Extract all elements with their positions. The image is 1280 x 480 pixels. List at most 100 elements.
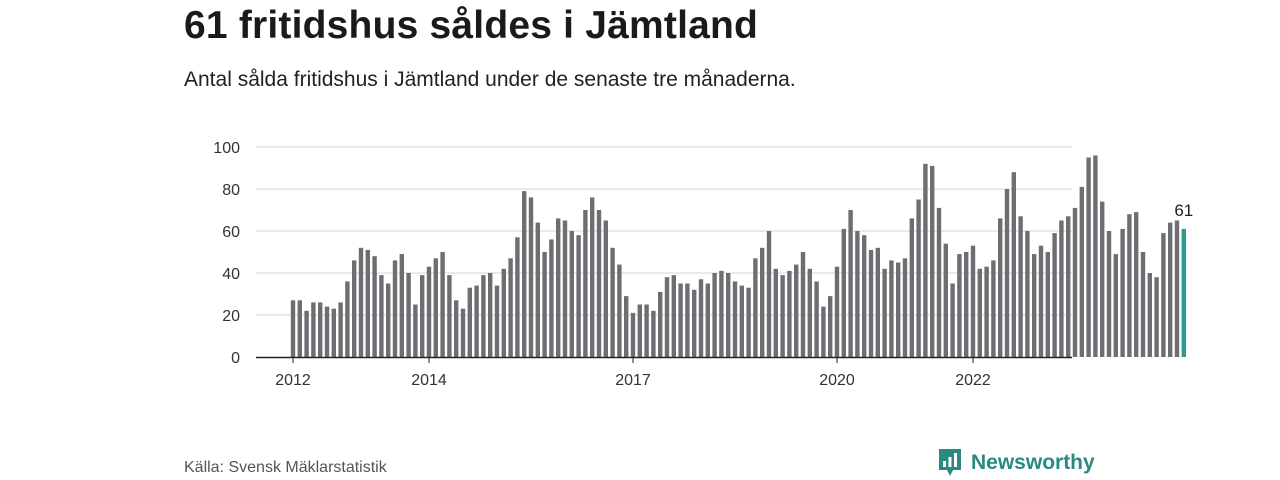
bar (617, 264, 622, 357)
bar (814, 281, 819, 357)
bar (392, 260, 398, 357)
bar (855, 231, 860, 357)
bar (678, 283, 683, 357)
bar (766, 231, 772, 357)
bar (964, 252, 969, 357)
bar (848, 210, 853, 357)
bar (488, 273, 493, 357)
bar (1127, 214, 1132, 357)
bar (1004, 189, 1010, 357)
bar (379, 275, 384, 357)
bar (399, 254, 404, 357)
bar (651, 310, 656, 357)
bar (481, 275, 486, 357)
bar-highlight (1181, 228, 1186, 357)
bar (460, 308, 466, 357)
bar (1140, 252, 1146, 357)
bar (345, 281, 350, 357)
bar (522, 191, 527, 357)
bar (685, 283, 690, 357)
x-tick-label: 2012 (275, 372, 311, 389)
bar (875, 247, 880, 357)
bar (569, 231, 574, 357)
x-tick-label: 2017 (615, 372, 651, 389)
bar (324, 306, 330, 357)
bar (406, 273, 411, 357)
bar (311, 302, 316, 357)
bar (556, 218, 561, 357)
bar (821, 306, 826, 357)
bar (352, 260, 357, 357)
bar (365, 249, 370, 357)
bar (1086, 157, 1091, 357)
y-tick-label: 80 (222, 182, 240, 199)
y-tick-label: 0 (231, 350, 240, 367)
bar (515, 237, 520, 357)
brand-name: Newsworthy (971, 451, 1095, 474)
bar (1174, 220, 1180, 357)
bar (610, 247, 615, 357)
bar (637, 304, 642, 357)
bar (909, 218, 914, 357)
bar (596, 210, 602, 357)
bar (624, 296, 629, 357)
bar (494, 285, 500, 357)
bar (807, 268, 812, 357)
bar (290, 300, 296, 357)
bar (950, 283, 955, 357)
bar (386, 283, 391, 357)
bar (1045, 252, 1050, 357)
bar (1052, 233, 1057, 357)
bar-chart-speech-bubble-icon (939, 449, 961, 476)
bar (590, 197, 595, 357)
bar (304, 310, 309, 357)
bar (692, 289, 697, 357)
bar (549, 239, 554, 357)
bar (331, 308, 336, 357)
bar (318, 302, 323, 357)
bar (800, 252, 806, 357)
bar (1134, 212, 1139, 357)
bar (658, 291, 663, 357)
bar (630, 312, 636, 357)
bar (644, 304, 649, 357)
bar (562, 220, 568, 357)
bar (698, 279, 704, 357)
bar (508, 258, 513, 357)
bar (732, 281, 738, 357)
bar (1161, 233, 1166, 357)
bar (930, 165, 935, 357)
x-axis: 2012 2014 2017 2020 2022 (256, 356, 1072, 389)
y-tick-label: 40 (222, 266, 240, 283)
bar (1168, 222, 1173, 357)
bar (726, 273, 731, 357)
highlight-value-label: 61 (1174, 201, 1193, 220)
bar (603, 220, 608, 357)
bar (712, 273, 717, 357)
bar (542, 252, 547, 357)
bar (828, 296, 833, 357)
y-axis-labels: 0 20 40 60 80 100 (213, 140, 240, 367)
bar (426, 266, 432, 357)
bar (705, 283, 710, 357)
x-tick-label: 2020 (819, 372, 855, 389)
bar (868, 249, 874, 357)
bar (760, 247, 765, 357)
bar (998, 218, 1003, 357)
bar (1106, 231, 1112, 357)
bar (794, 264, 799, 357)
source-note: Källa: Svensk Mäklarstatistik (184, 459, 387, 476)
y-tick-label: 20 (222, 308, 240, 325)
bar (433, 258, 438, 357)
bar (1018, 216, 1023, 357)
bar (372, 256, 377, 357)
bar (753, 258, 758, 357)
bar (1011, 172, 1016, 357)
bar (664, 277, 670, 357)
annotations: 61 (1174, 201, 1193, 220)
bar (1093, 155, 1098, 357)
bar (936, 207, 942, 357)
bar (991, 260, 996, 357)
bar (1100, 201, 1105, 357)
y-gridlines (256, 146, 1072, 316)
